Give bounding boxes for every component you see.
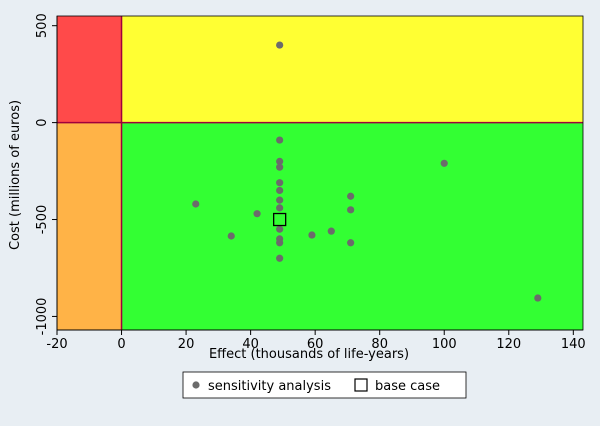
- data-point-sensitivity-analysis: [347, 192, 355, 200]
- data-point-sensitivity-analysis: [253, 210, 261, 218]
- y-axis-label: Cost (millions of euros): [8, 100, 23, 250]
- data-point-sensitivity-analysis: [534, 294, 542, 302]
- x-tick-label: 40: [242, 337, 259, 352]
- data-point-sensitivity-analysis: [276, 254, 284, 262]
- quadrant-top-right: [121, 16, 583, 123]
- y-axis: 500 0 -500 -1000: [35, 13, 58, 336]
- y-tick-label: -500: [35, 205, 50, 235]
- data-point-base-case: [273, 212, 287, 227]
- data-point-sensitivity-analysis: [347, 239, 355, 247]
- legend-marker-sensitivity-analysis: [192, 381, 200, 389]
- legend-label-base-case: base case: [375, 379, 440, 394]
- x-tick-label: 100: [432, 337, 457, 352]
- data-point-sensitivity-analysis: [276, 41, 284, 49]
- data-point-sensitivity-analysis: [192, 200, 200, 208]
- x-tick-label: 0: [117, 337, 125, 352]
- data-point-sensitivity-analysis: [308, 231, 316, 239]
- x-tick-label: 80: [371, 337, 388, 352]
- x-tick-label: 60: [307, 337, 324, 352]
- y-tick-label: 0: [35, 118, 50, 126]
- data-point-sensitivity-analysis: [327, 227, 335, 235]
- data-point-sensitivity-analysis: [276, 196, 284, 204]
- x-tick-label: 20: [178, 337, 195, 352]
- quadrants: [57, 16, 583, 330]
- data-point-sensitivity-analysis: [347, 206, 355, 214]
- x-tick-label: 140: [561, 337, 586, 352]
- legend: sensitivity analysis base case: [182, 371, 467, 399]
- quadrant-top-left: [57, 16, 122, 123]
- data-point-sensitivity-analysis: [440, 159, 448, 167]
- data-point-sensitivity-analysis: [276, 204, 284, 212]
- legend-box: [182, 371, 467, 399]
- y-tick-label: 500: [35, 13, 50, 38]
- x-axis-label: Effect (thousands of life-years): [209, 347, 409, 362]
- quadrant-bottom-right: [121, 122, 583, 330]
- data-point-sensitivity-analysis: [276, 157, 284, 165]
- data-point-sensitivity-analysis: [276, 239, 284, 247]
- data-point-sensitivity-analysis: [276, 225, 284, 233]
- y-tick-label: -1000: [35, 298, 50, 336]
- x-tick-label: 120: [496, 337, 521, 352]
- data-point-sensitivity-analysis: [276, 136, 284, 144]
- x-axis: -20 0 20 40 60 80 100 120 140: [46, 329, 586, 352]
- x-tick-label: -20: [46, 337, 67, 352]
- data-point-sensitivity-analysis: [276, 163, 284, 171]
- data-point-sensitivity-analysis: [227, 232, 235, 240]
- data-point-sensitivity-analysis: [276, 179, 284, 187]
- legend-label-sensitivity-analysis: sensitivity analysis: [208, 379, 331, 394]
- quadrant-bottom-left: [57, 122, 122, 330]
- legend-marker-base-case: [354, 378, 368, 392]
- data-point-sensitivity-analysis: [276, 186, 284, 195]
- data-points: [192, 41, 542, 302]
